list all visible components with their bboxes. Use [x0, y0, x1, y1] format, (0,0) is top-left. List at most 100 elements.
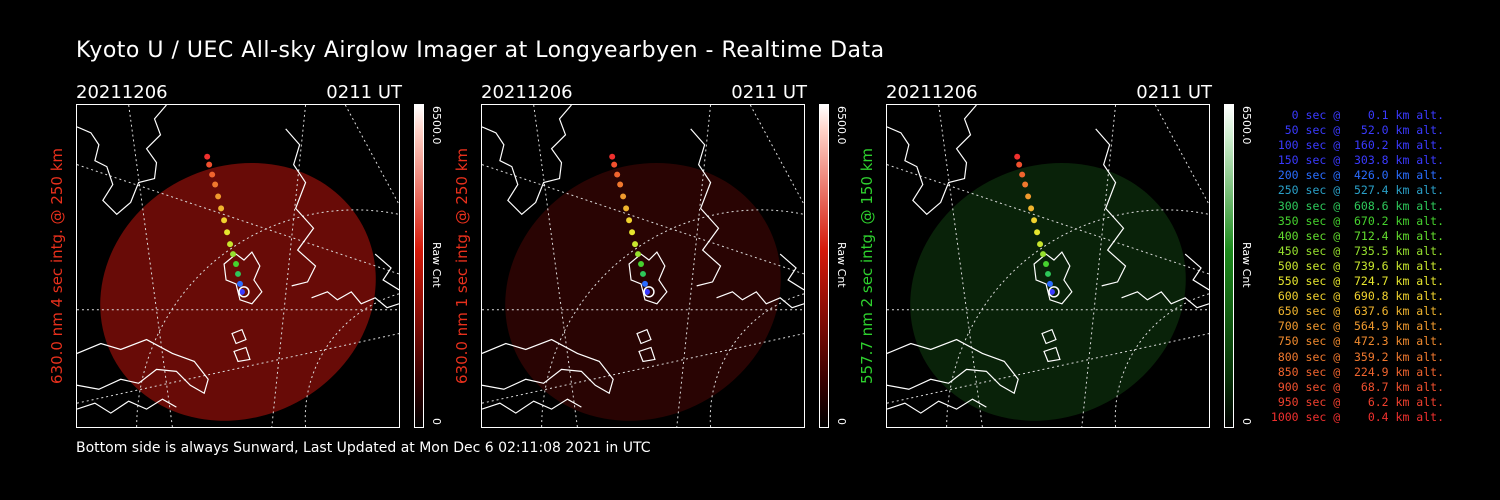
trajectory-point: [611, 161, 618, 168]
trajectory-point: [640, 270, 646, 277]
legend-row: 400 sec @ 712.4 km alt.: [1270, 228, 1444, 243]
colorbar: [1224, 104, 1234, 428]
coastline: [482, 338, 614, 395]
trajectory-point: [629, 229, 636, 236]
coastline: [374, 253, 399, 291]
trajectory-point: [206, 161, 213, 168]
colorbar-unit: Raw Cnt: [430, 242, 443, 288]
trajectory-point: [635, 251, 642, 258]
observatory-marker: [643, 286, 655, 298]
observatory-marker: [1048, 286, 1060, 298]
legend-row: 350 sec @ 670.2 km alt.: [1270, 213, 1444, 228]
panel-date: 20211206: [886, 82, 978, 103]
coastline: [77, 338, 209, 395]
grid-line: [77, 333, 399, 404]
coastline: [482, 105, 572, 216]
colorbar-unit: Raw Cnt: [1240, 242, 1253, 288]
trajectory-point: [230, 251, 237, 258]
trajectory-point: [620, 193, 627, 200]
legend-row: 900 sec @ 68.7 km alt.: [1270, 379, 1444, 394]
legend-row: 700 sec @ 564.9 km alt.: [1270, 319, 1444, 334]
grid-line: [946, 209, 1209, 427]
coastline: [716, 291, 804, 309]
panel-time: 0211 UT: [326, 82, 402, 103]
coastline: [77, 105, 167, 216]
grid-line: [271, 105, 307, 427]
trajectory-point: [209, 171, 216, 178]
trajectory-point: [1019, 171, 1026, 178]
legend-row: 50 sec @ 52.0 km alt.: [1270, 123, 1444, 138]
panel-time: 0211 UT: [731, 82, 807, 103]
trajectory-point: [1040, 251, 1047, 258]
panel-side-label: 557.7 nm 2 sec intg. @ 150 km: [858, 147, 876, 385]
coastline: [887, 398, 987, 414]
coastline: [887, 105, 977, 216]
grid-line: [482, 164, 804, 275]
trajectory-point: [233, 261, 239, 267]
trajectory-point: [1045, 270, 1051, 277]
footer-status: Bottom side is always Sunward, Last Upda…: [76, 440, 651, 456]
observatory-marker: [238, 286, 250, 298]
trajectory-point: [617, 181, 624, 188]
trajectory-legend: 0 sec @ 0.1 km alt. 50 sec @ 52.0 km alt…: [1262, 108, 1444, 425]
trajectory-point: [1031, 217, 1038, 224]
legend-row: 550 sec @ 724.7 km alt.: [1270, 274, 1444, 289]
allsky-map-svg: [887, 105, 1209, 427]
grid-line: [749, 105, 804, 205]
legend-row: 250 sec @ 527.4 km alt.: [1270, 183, 1444, 198]
trajectory-point: [614, 171, 621, 178]
panel-date: 20211206: [481, 82, 573, 103]
trajectory-point: [1016, 161, 1023, 168]
legend-row: 0 sec @ 0.1 km alt.: [1270, 108, 1444, 122]
legend-row: 800 sec @ 359.2 km alt.: [1270, 349, 1444, 364]
trajectory-point: [632, 241, 639, 248]
trajectory-point: [1014, 153, 1021, 160]
grid-line: [676, 105, 712, 427]
trajectory-point: [1028, 205, 1035, 212]
airglow-panel-2: 20211206 0211 UT 630.0 nm 1 sec intg. @ …: [453, 80, 881, 430]
colorbar-max: 6500.0: [430, 106, 443, 145]
grid-line: [1154, 105, 1209, 205]
legend-row: 850 sec @ 224.9 km alt.: [1270, 364, 1444, 379]
legend-row: 500 sec @ 739.6 km alt.: [1270, 258, 1444, 273]
trajectory-point: [1025, 193, 1032, 200]
panel-side-label: 630.0 nm 1 sec intg. @ 250 km: [453, 147, 471, 385]
colorbar-min: 0: [430, 418, 443, 425]
trajectory-point: [221, 217, 228, 224]
coastline: [636, 328, 656, 363]
grid-line: [887, 333, 1209, 404]
page-title: Kyoto U / UEC All-sky Airglow Imager at …: [76, 38, 885, 63]
panel-side-label-wrap: 557.7 nm 2 sec intg. @ 150 km: [852, 104, 882, 428]
trajectory-point: [1048, 288, 1055, 295]
grid-line: [136, 209, 399, 427]
trajectory-point: [237, 280, 243, 287]
trajectory-point: [215, 193, 222, 200]
panel-time: 0211 UT: [1136, 82, 1212, 103]
panel-side-label: 630.0 nm 4 sec intg. @ 250 km: [48, 147, 66, 385]
grid-line: [1081, 105, 1117, 427]
grid-line: [541, 209, 804, 427]
trajectory-point: [623, 205, 630, 212]
trajectory-point: [1047, 280, 1053, 287]
coastline: [1041, 328, 1061, 363]
coastline: [231, 328, 251, 363]
grid-line: [482, 333, 804, 404]
coastline: [77, 398, 177, 414]
trajectory-point: [235, 270, 241, 277]
allsky-image: [76, 104, 400, 428]
trajectory-point: [227, 241, 234, 248]
coastline: [1033, 251, 1073, 305]
legend-row: 200 sec @ 426.0 km alt.: [1270, 168, 1444, 183]
airglow-panel-3: 20211206 0211 UT 557.7 nm 2 sec intg. @ …: [858, 80, 1286, 430]
coastline: [779, 253, 804, 291]
grid-line: [344, 105, 399, 205]
legend-row: 600 sec @ 690.8 km alt.: [1270, 289, 1444, 304]
trajectory-point: [1034, 229, 1041, 236]
allsky-image: [481, 104, 805, 428]
trajectory-point: [643, 288, 650, 295]
panel-side-label-wrap: 630.0 nm 4 sec intg. @ 250 km: [42, 104, 72, 428]
airglow-panel-1: 20211206 0211 UT 630.0 nm 4 sec intg. @ …: [48, 80, 476, 430]
legend-row: 150 sec @ 303.8 km alt.: [1270, 153, 1444, 168]
allsky-map-svg: [77, 105, 399, 427]
allsky-image: [886, 104, 1210, 428]
